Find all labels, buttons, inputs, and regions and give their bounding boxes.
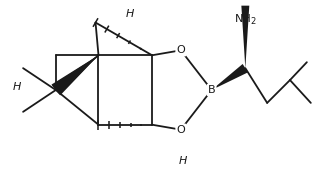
Text: H: H bbox=[179, 156, 187, 166]
Polygon shape bbox=[242, 6, 249, 68]
Text: O: O bbox=[176, 125, 185, 135]
Polygon shape bbox=[212, 64, 248, 90]
Polygon shape bbox=[52, 55, 99, 95]
Polygon shape bbox=[52, 55, 99, 95]
Text: H: H bbox=[13, 82, 21, 92]
Text: NH: NH bbox=[235, 14, 252, 24]
Text: O: O bbox=[176, 45, 185, 55]
Text: H: H bbox=[126, 9, 134, 19]
Text: 2: 2 bbox=[251, 17, 256, 26]
Text: B: B bbox=[208, 85, 215, 95]
